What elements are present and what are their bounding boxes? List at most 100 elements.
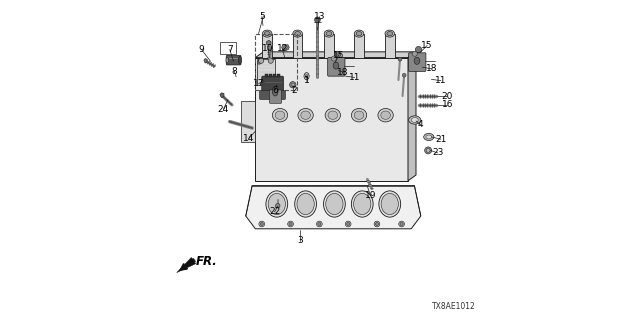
Circle shape [400,222,403,226]
Ellipse shape [275,111,285,119]
Text: 23: 23 [432,148,444,157]
Text: 6: 6 [273,86,278,95]
Text: 1: 1 [304,76,309,85]
Text: 5: 5 [259,12,264,21]
Text: 17: 17 [253,79,264,88]
Circle shape [346,221,351,227]
Text: 12: 12 [276,44,288,53]
Ellipse shape [273,86,278,96]
Circle shape [425,147,431,154]
Text: 11: 11 [435,76,447,85]
Text: 24: 24 [218,105,229,114]
FancyBboxPatch shape [328,58,345,76]
Ellipse shape [273,108,288,122]
Ellipse shape [409,116,421,124]
Ellipse shape [295,32,301,36]
FancyBboxPatch shape [409,53,426,71]
Ellipse shape [412,118,419,123]
Ellipse shape [355,30,364,37]
Circle shape [398,57,402,61]
Ellipse shape [297,193,314,215]
Ellipse shape [239,56,242,64]
Ellipse shape [326,32,332,36]
Ellipse shape [305,75,308,78]
Circle shape [291,83,294,86]
FancyBboxPatch shape [262,76,284,94]
Circle shape [317,221,323,227]
Circle shape [332,56,337,61]
Circle shape [347,222,349,226]
Ellipse shape [304,73,309,80]
FancyBboxPatch shape [269,90,282,103]
Polygon shape [385,34,394,58]
Ellipse shape [266,191,288,217]
Circle shape [317,222,321,226]
Circle shape [259,58,264,63]
Polygon shape [262,34,272,58]
Ellipse shape [292,30,303,37]
Polygon shape [355,34,364,58]
Polygon shape [220,93,224,98]
FancyBboxPatch shape [257,59,275,85]
Text: 8: 8 [232,67,237,76]
Ellipse shape [356,32,362,36]
Circle shape [288,221,293,227]
Ellipse shape [351,191,373,217]
Text: 18: 18 [426,64,437,73]
Text: TX8AE1012: TX8AE1012 [433,302,476,311]
Circle shape [259,221,265,227]
Ellipse shape [387,32,393,36]
Bar [265,74,268,77]
Text: 10: 10 [262,44,274,53]
Circle shape [257,60,261,64]
Text: 16: 16 [442,100,453,109]
Ellipse shape [325,108,340,122]
Bar [269,74,272,77]
Text: 2: 2 [291,86,296,95]
Text: 20: 20 [442,92,453,100]
Ellipse shape [381,193,398,215]
Polygon shape [324,34,334,58]
Text: 15: 15 [422,41,433,50]
Circle shape [426,148,430,152]
Bar [255,34,297,90]
FancyBboxPatch shape [227,55,241,65]
Circle shape [315,17,321,23]
Text: 11: 11 [349,73,360,82]
Circle shape [375,222,379,226]
FancyBboxPatch shape [260,91,285,100]
Polygon shape [408,52,416,181]
Ellipse shape [328,111,338,119]
Text: 4: 4 [418,120,424,129]
Polygon shape [241,101,255,142]
Ellipse shape [323,191,346,217]
Circle shape [335,51,341,58]
Text: 18: 18 [337,68,349,76]
Text: 19: 19 [365,191,376,200]
Circle shape [289,222,292,226]
Ellipse shape [298,108,314,122]
Circle shape [284,46,287,49]
Ellipse shape [426,135,432,139]
Ellipse shape [324,30,334,37]
Ellipse shape [268,193,285,215]
Text: 14: 14 [243,134,255,143]
Circle shape [415,46,422,53]
Circle shape [374,221,380,227]
Circle shape [412,51,417,56]
Ellipse shape [381,111,390,119]
Text: 3: 3 [298,236,303,245]
Text: FR.: FR. [196,255,218,268]
Ellipse shape [414,57,420,64]
Ellipse shape [378,108,393,122]
Ellipse shape [264,32,270,36]
Ellipse shape [326,193,343,215]
Ellipse shape [351,108,367,122]
Text: 7: 7 [227,45,232,54]
Ellipse shape [295,191,317,217]
Ellipse shape [226,57,228,63]
Polygon shape [177,257,196,273]
Polygon shape [246,186,421,229]
Circle shape [268,58,273,63]
Circle shape [402,73,406,77]
